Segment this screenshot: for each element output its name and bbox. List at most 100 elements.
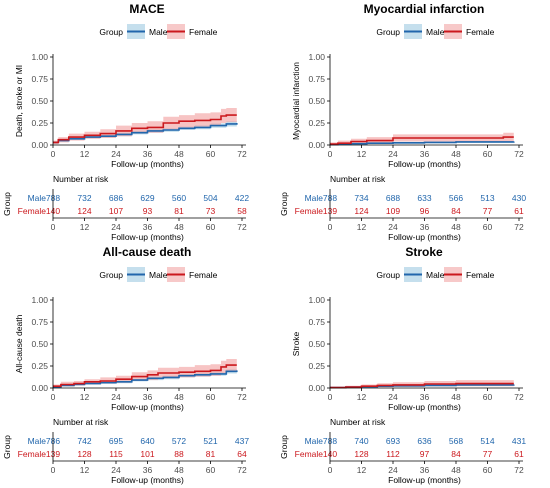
- x-axis-label: Follow-up (months): [111, 159, 184, 169]
- panel-4: Stroke Group Male Female 0.00 0.25 0.50 0.75 1.0…: [279, 245, 526, 485]
- risk-row-label-female: Female: [18, 449, 47, 459]
- risk-count-female: 97: [420, 449, 430, 459]
- risk-count-male: 560: [172, 193, 186, 203]
- risk-x-tick-label: 48: [451, 222, 461, 232]
- x-tick-label: 12: [357, 392, 367, 402]
- risk-count-male: 629: [140, 193, 154, 203]
- risk-x-tick-label: 36: [143, 222, 153, 232]
- risk-x-tick-label: 48: [174, 465, 184, 475]
- risk-x-tick-label: 72: [514, 222, 524, 232]
- y-tick-label: 0.25: [31, 118, 48, 128]
- x-tick-label: 12: [80, 392, 90, 402]
- risk-count-male: 513: [480, 193, 494, 203]
- x-tick-label: 0: [51, 392, 56, 402]
- km-curve-male: [53, 370, 238, 388]
- risk-row-label-female: Female: [18, 206, 47, 216]
- chart-title: All-cause death: [103, 245, 192, 259]
- x-axis-label: Follow-up (months): [388, 402, 461, 412]
- risk-row-label-male: Male: [305, 193, 324, 203]
- y-tick-label: 0.25: [308, 361, 325, 371]
- x-tick-label: 24: [388, 392, 398, 402]
- risk-x-axis-label: Follow-up (months): [388, 232, 461, 242]
- panel-3: All-cause death Group Male Female 0.00 0.25 0.…: [2, 245, 249, 485]
- risk-count-male: 693: [386, 436, 400, 446]
- x-axis-label: Follow-up (months): [388, 159, 461, 169]
- ci-band-female: [330, 132, 514, 145]
- risk-count-female: 61: [514, 206, 524, 216]
- risk-y-axis-label: Group: [279, 192, 289, 216]
- risk-x-axis-label: Follow-up (months): [111, 232, 184, 242]
- risk-count-male: 422: [235, 193, 249, 203]
- risk-count-male: 521: [203, 436, 217, 446]
- risk-row-label-male: Male: [28, 193, 47, 203]
- x-tick-label: 0: [328, 149, 333, 159]
- risk-count-female: 77: [483, 449, 493, 459]
- risk-count-male: 437: [235, 436, 249, 446]
- panel-2: Myocardial infarction Group Male Female 0.00…: [279, 2, 526, 242]
- risk-count-female: 128: [77, 449, 91, 459]
- x-tick-label: 48: [174, 392, 184, 402]
- y-tick-label: 0.50: [308, 96, 325, 106]
- legend: Group Male Female: [99, 267, 218, 282]
- risk-x-tick-label: 12: [357, 222, 367, 232]
- risk-x-tick-label: 0: [328, 222, 333, 232]
- risk-count-male: 633: [417, 193, 431, 203]
- risk-count-female: 84: [451, 206, 461, 216]
- risk-count-female: 112: [386, 449, 400, 459]
- y-tick-label: 0.75: [308, 317, 325, 327]
- x-tick-label: 12: [80, 149, 90, 159]
- risk-count-male: 732: [77, 193, 91, 203]
- risk-x-tick-label: 24: [111, 465, 121, 475]
- x-axis-label: Follow-up (months): [111, 402, 184, 412]
- y-tick-label: 1.00: [308, 295, 325, 305]
- risk-count-female: 107: [109, 206, 123, 216]
- x-tick-label: 72: [514, 149, 524, 159]
- risk-x-axis-label: Follow-up (months): [388, 475, 461, 485]
- risk-y-axis-label: Group: [2, 435, 12, 459]
- risk-count-female: 64: [237, 449, 247, 459]
- y-axis-label: All-cause death: [14, 314, 24, 373]
- risk-count-male: 431: [512, 436, 526, 446]
- risk-count-male: 430: [512, 193, 526, 203]
- y-tick-label: 0.00: [31, 383, 48, 393]
- legend-title: Group: [99, 27, 123, 37]
- risk-table-title: Number at risk: [330, 174, 386, 184]
- x-tick-label: 72: [514, 392, 524, 402]
- risk-y-axis-label: Group: [279, 435, 289, 459]
- risk-count-male: 572: [172, 436, 186, 446]
- risk-count-male: 568: [449, 436, 463, 446]
- risk-count-female: 88: [174, 449, 184, 459]
- legend-label-female: Female: [189, 270, 218, 280]
- risk-x-tick-label: 36: [143, 465, 153, 475]
- y-tick-label: 0.50: [31, 96, 48, 106]
- risk-count-male: 695: [109, 436, 123, 446]
- y-axis-label: Stroke: [291, 331, 301, 356]
- risk-row-label-male: Male: [305, 436, 324, 446]
- x-tick-label: 60: [483, 392, 493, 402]
- risk-count-female: 124: [354, 206, 368, 216]
- legend-label-male: Male: [426, 270, 445, 280]
- risk-table-title: Number at risk: [53, 417, 109, 427]
- risk-table-title: Number at risk: [53, 174, 109, 184]
- risk-count-female: 61: [514, 449, 524, 459]
- x-tick-label: 36: [420, 149, 430, 159]
- legend-title: Group: [376, 27, 400, 37]
- risk-x-tick-label: 0: [51, 222, 56, 232]
- y-tick-label: 0.00: [308, 140, 325, 150]
- risk-count-female: 84: [451, 449, 461, 459]
- legend: Group Male Female: [99, 24, 218, 39]
- risk-count-female: 115: [109, 449, 123, 459]
- risk-x-tick-label: 72: [237, 465, 247, 475]
- risk-x-tick-label: 48: [451, 465, 461, 475]
- x-tick-label: 36: [143, 392, 153, 402]
- x-tick-label: 48: [174, 149, 184, 159]
- x-tick-label: 60: [206, 392, 216, 402]
- risk-count-male: 734: [354, 193, 368, 203]
- risk-x-tick-label: 12: [80, 222, 90, 232]
- risk-x-tick-label: 24: [111, 222, 121, 232]
- risk-count-female: 101: [140, 449, 154, 459]
- legend-label-female: Female: [466, 27, 495, 37]
- km-curve-female: [330, 136, 514, 145]
- risk-x-tick-label: 36: [420, 222, 430, 232]
